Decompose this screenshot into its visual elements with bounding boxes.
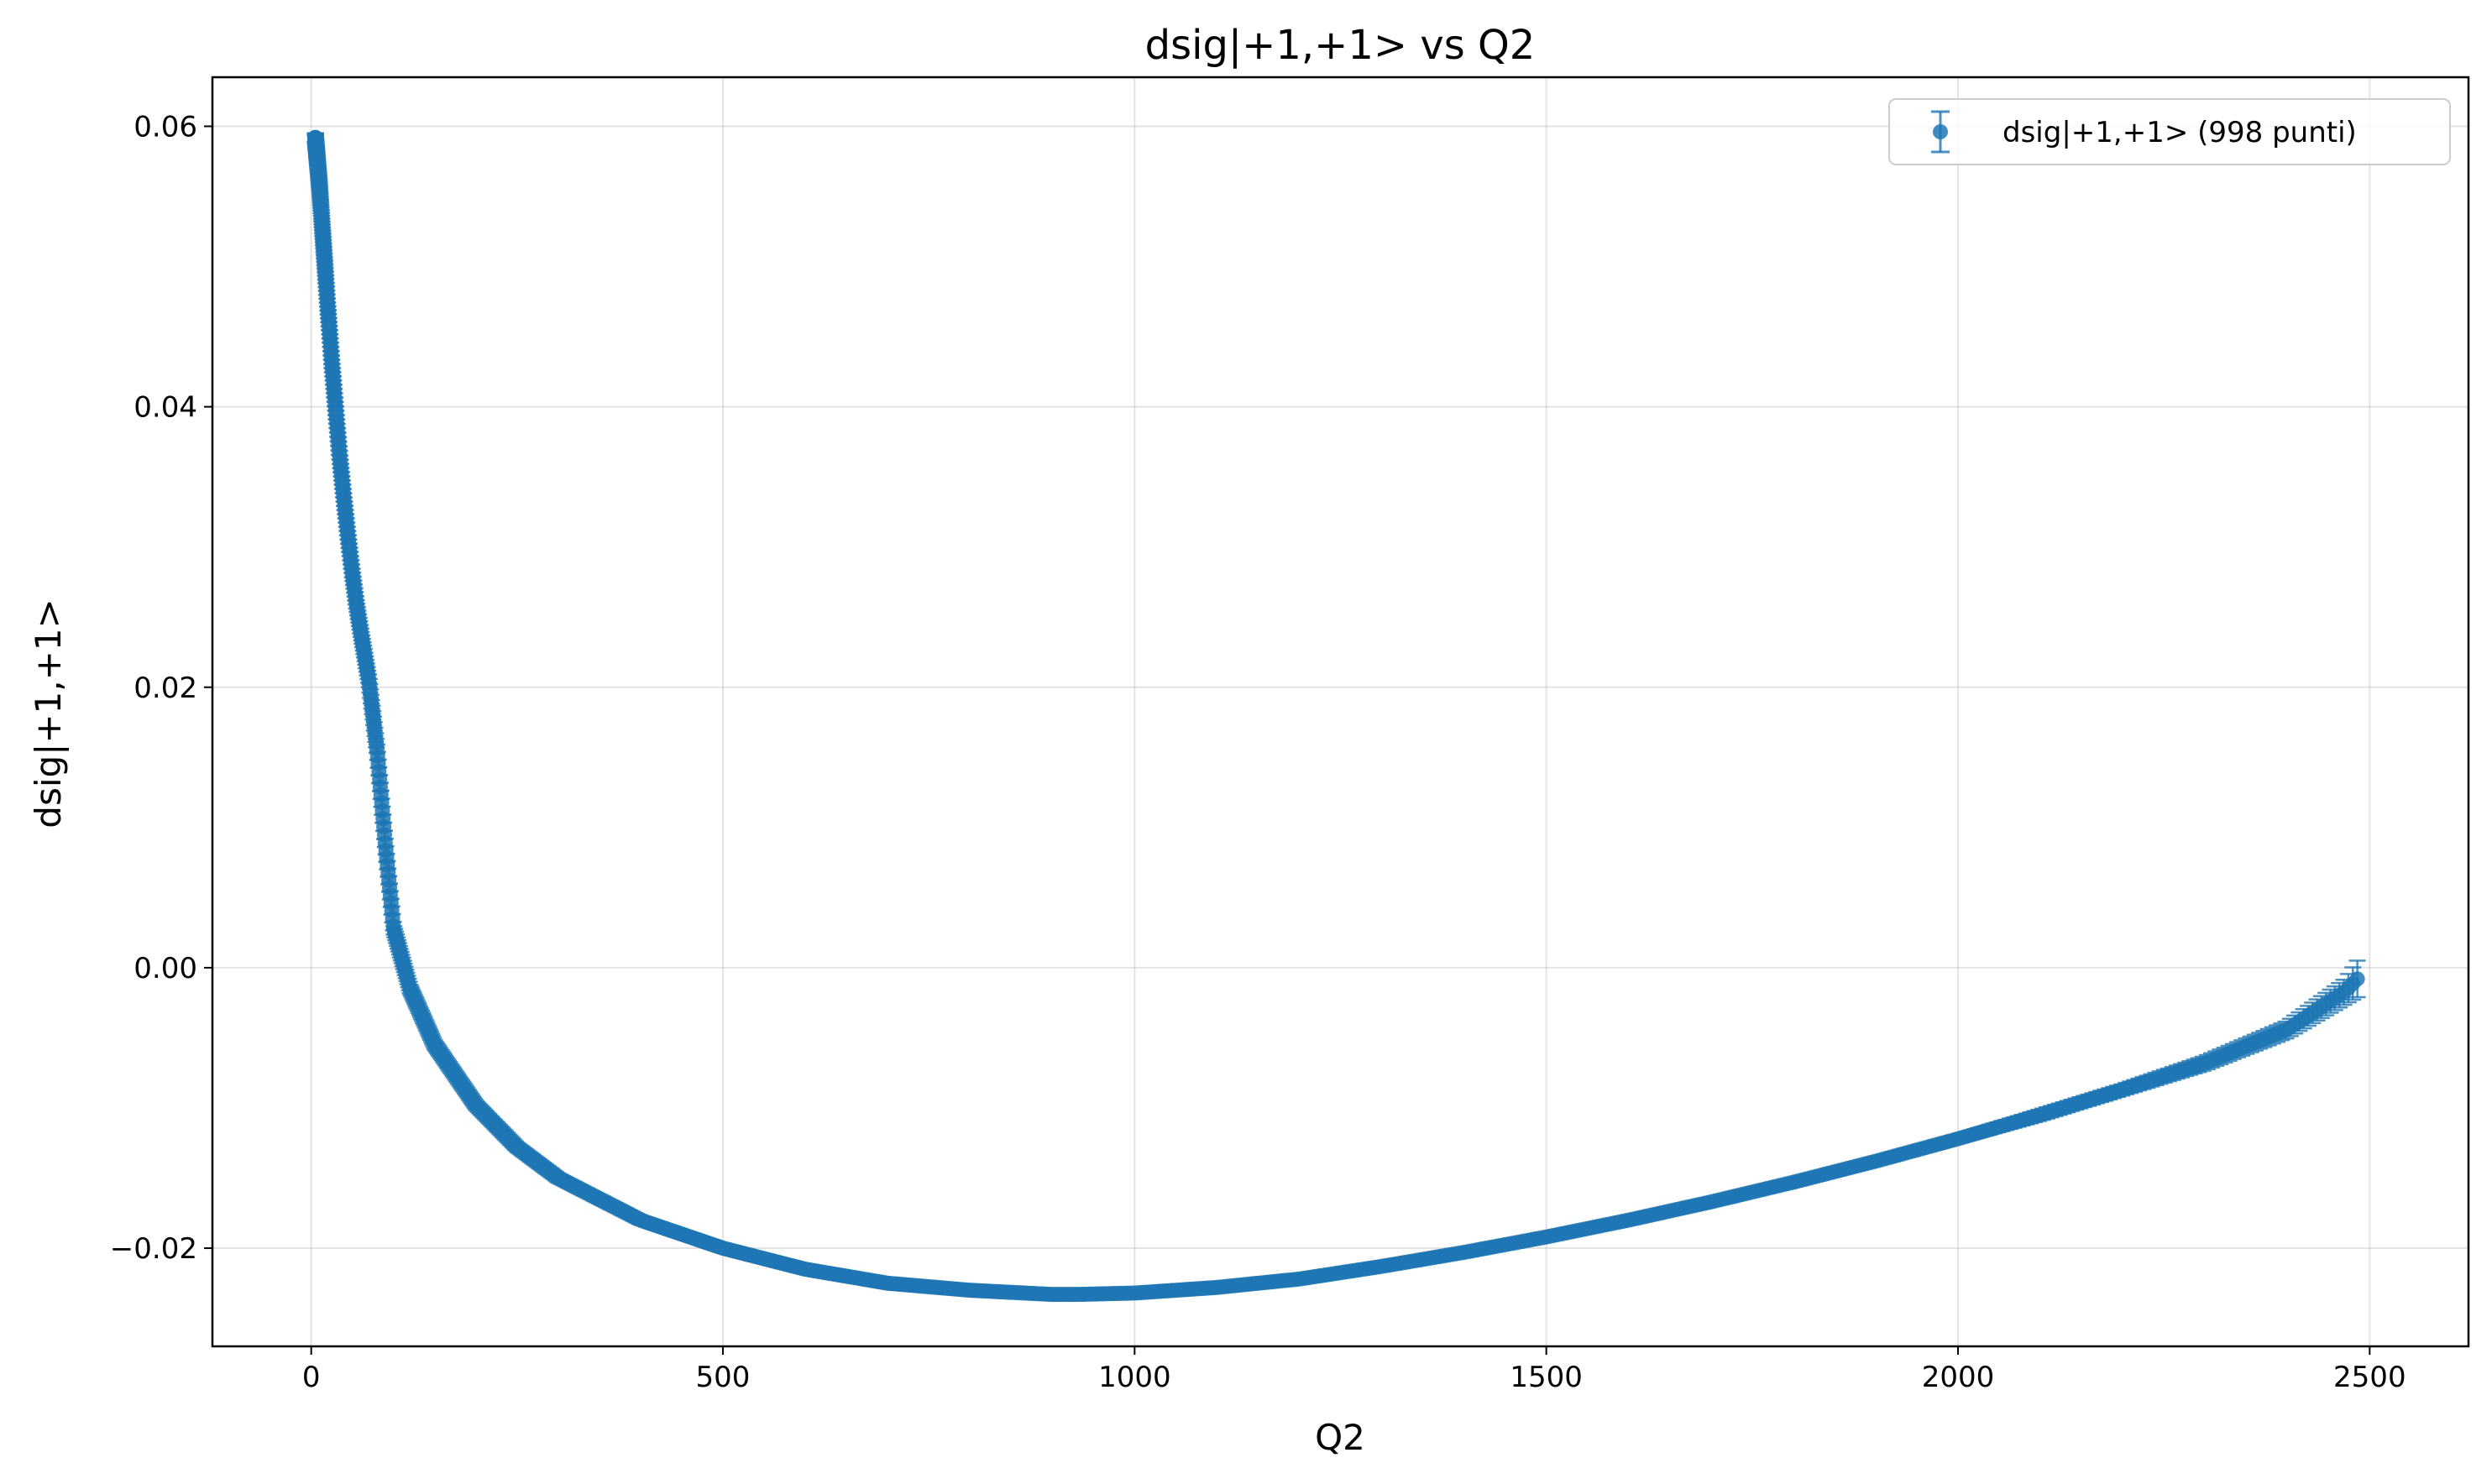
chart-title: dsig|+1,+1> vs Q2: [1145, 22, 1536, 69]
data-series: [306, 129, 2366, 1303]
